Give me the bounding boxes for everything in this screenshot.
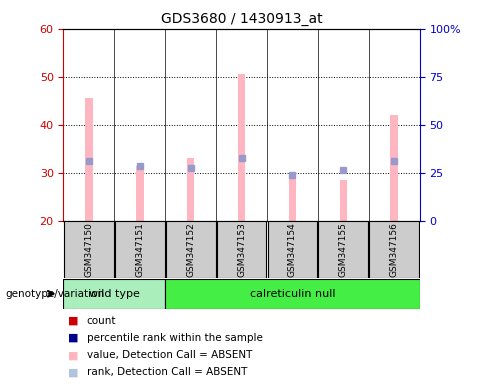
Text: rank, Detection Call = ABSENT: rank, Detection Call = ABSENT [87,367,247,377]
Text: GSM347155: GSM347155 [339,222,348,277]
Text: GSM347156: GSM347156 [390,222,399,277]
FancyBboxPatch shape [63,279,165,308]
Text: calreticulin null: calreticulin null [250,289,335,299]
Text: GSM347150: GSM347150 [84,222,93,277]
Text: GSM347151: GSM347151 [135,222,144,277]
Text: ■: ■ [68,367,79,377]
FancyBboxPatch shape [318,221,368,278]
Text: GSM347153: GSM347153 [237,222,246,277]
FancyBboxPatch shape [369,221,419,278]
Text: percentile rank within the sample: percentile rank within the sample [87,333,263,343]
FancyBboxPatch shape [115,221,165,278]
Bar [187,158,195,221]
Title: GDS3680 / 1430913_at: GDS3680 / 1430913_at [161,12,323,26]
Text: ■: ■ [68,333,79,343]
Text: value, Detection Call = ABSENT: value, Detection Call = ABSENT [87,350,252,360]
Bar [340,180,347,221]
FancyBboxPatch shape [64,221,114,278]
Text: ■: ■ [68,350,79,360]
FancyBboxPatch shape [267,221,317,278]
Text: genotype/variation: genotype/variation [5,289,104,299]
FancyBboxPatch shape [166,221,216,278]
Bar [390,115,398,221]
FancyBboxPatch shape [165,279,420,308]
Text: GSM347152: GSM347152 [186,222,195,277]
Bar [288,177,296,221]
FancyBboxPatch shape [217,221,266,278]
Text: wild type: wild type [89,289,140,299]
Bar [136,166,143,221]
Bar [85,98,93,221]
Text: ■: ■ [68,316,79,326]
Text: count: count [87,316,116,326]
Text: GSM347154: GSM347154 [288,222,297,277]
Bar [238,74,245,221]
